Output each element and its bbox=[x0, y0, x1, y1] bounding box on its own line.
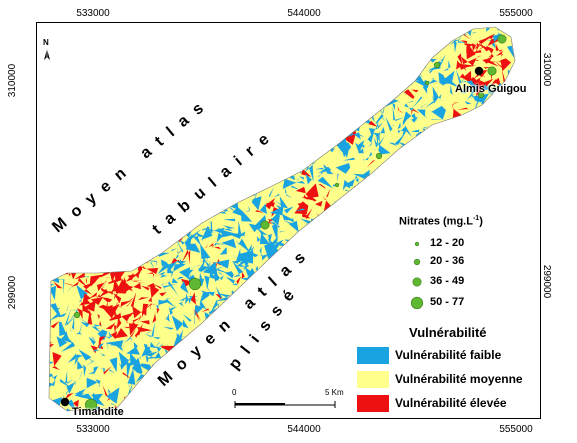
nitrate-class-3: 36 - 49 bbox=[430, 275, 465, 287]
swatch-high bbox=[357, 395, 389, 412]
nitrate-legend-symbol-2 bbox=[413, 258, 421, 266]
place-label-timahdite: Timahdite bbox=[72, 406, 124, 418]
x-tick-top-3: 555000 bbox=[499, 8, 533, 19]
x-tick-bottom-1: 533000 bbox=[76, 424, 110, 435]
place-label-almis-guigou: Almis Guigou bbox=[455, 83, 527, 95]
y-tick-left-1: 310000 bbox=[7, 63, 19, 98]
almis-guigou-marker bbox=[474, 66, 484, 76]
north-arrow-icon bbox=[44, 49, 50, 60]
scale-bar-start-label: 0 bbox=[232, 388, 237, 397]
swatch-medium bbox=[357, 371, 389, 388]
nitrate-points bbox=[73, 34, 507, 412]
nitrate-sample-point-3 bbox=[433, 61, 441, 69]
nitrate-sample-point-1 bbox=[497, 34, 507, 44]
vulnerability-class-medium: Vulnérabilité moyenne bbox=[395, 372, 523, 386]
swatch-low bbox=[357, 347, 389, 364]
nitrate-sample-point-9 bbox=[84, 398, 98, 412]
nitrate-class-1: 12 - 20 bbox=[430, 237, 465, 249]
nitrate-legend-symbol-4 bbox=[410, 296, 424, 310]
scale-bar bbox=[234, 401, 336, 408]
nitrate-legend-symbol-1 bbox=[414, 241, 420, 247]
scale-bar-end-label: 5 Km bbox=[325, 388, 344, 397]
nitrate-sample-point-7 bbox=[188, 277, 202, 291]
map-frame: N Moyen atlas tabulaire Moyen atlas plis… bbox=[36, 22, 541, 419]
vulnerability-legend-title: Vulnérabilité bbox=[409, 325, 487, 340]
nitrate-sample-point-4 bbox=[477, 91, 485, 99]
nitrate-sample-point-6 bbox=[260, 220, 270, 230]
nitrate-sample-point-2 bbox=[487, 66, 497, 76]
map-canvas bbox=[44, 26, 516, 412]
y-tick-right-2: 299000 bbox=[541, 264, 553, 299]
x-tick-top-1: 533000 bbox=[76, 8, 110, 19]
nitrate-sample-point-10 bbox=[334, 182, 340, 188]
nitrate-legend-symbol-3 bbox=[412, 277, 422, 287]
nitrate-sample-point-5 bbox=[375, 152, 383, 160]
nitrate-class-2: 20 - 36 bbox=[430, 255, 465, 267]
x-tick-top-2: 544000 bbox=[287, 8, 321, 19]
x-tick-bottom-2: 544000 bbox=[287, 424, 321, 435]
y-tick-left-2: 299000 bbox=[7, 275, 19, 310]
nitrate-sample-point-8 bbox=[73, 311, 81, 319]
nitrates-legend-title: Nitrates (mg.L-1) bbox=[399, 215, 483, 228]
nitrate-class-4: 50 - 77 bbox=[430, 296, 465, 308]
timahdite-marker bbox=[60, 397, 70, 407]
vulnerability-class-low: Vulnérabilité faible bbox=[395, 348, 502, 362]
y-tick-right-1: 310000 bbox=[541, 52, 553, 87]
north-label: N bbox=[43, 38, 49, 47]
x-tick-bottom-3: 555000 bbox=[499, 424, 533, 435]
vulnerability-class-high: Vulnérabilité élevée bbox=[395, 396, 507, 410]
nitrate-sample-point-11 bbox=[424, 80, 430, 86]
